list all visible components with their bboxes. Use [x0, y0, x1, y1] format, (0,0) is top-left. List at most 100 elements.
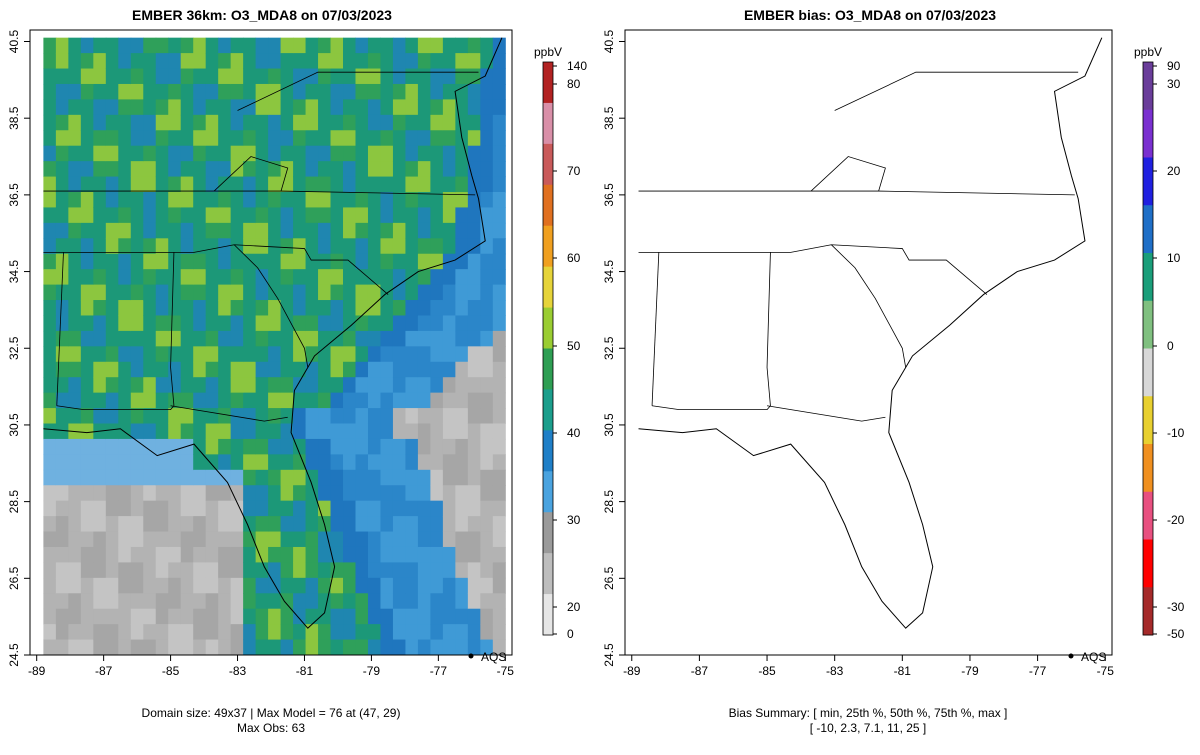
model-cell: [130, 361, 144, 378]
model-cell: [168, 531, 182, 548]
model-cell: [442, 37, 456, 54]
model-cell: [367, 222, 381, 239]
model-cell: [417, 68, 431, 85]
model-cell: [380, 546, 394, 563]
model-cell: [130, 145, 144, 162]
model-cell: [230, 192, 244, 208]
model-cell: [467, 500, 481, 517]
model-cell: [43, 315, 57, 332]
model-cell: [392, 176, 406, 193]
colorbar-tick-label: 90: [1167, 59, 1181, 73]
model-cell: [43, 361, 57, 378]
model-cell: [68, 438, 82, 455]
model-cell: [455, 176, 469, 193]
model-cell: [168, 408, 182, 425]
model-cell: [430, 423, 444, 440]
model-cell: [43, 639, 57, 656]
model-cell: [492, 176, 506, 193]
model-cell: [68, 454, 82, 471]
model-cell: [230, 130, 244, 147]
model-cell: [455, 423, 469, 440]
model-cell: [68, 392, 82, 409]
model-cell: [442, 315, 456, 332]
model-cell: [205, 37, 219, 54]
model-cell: [68, 53, 82, 70]
model-cell: [80, 608, 94, 625]
model-cell: [492, 639, 506, 656]
model-cell: [168, 68, 182, 85]
model-cell: [455, 238, 469, 255]
model-cell: [480, 485, 494, 502]
model-cell: [143, 99, 157, 116]
colorbar-tick-label: 50: [567, 339, 581, 353]
model-cell: [380, 485, 394, 502]
state-border: [638, 190, 1075, 196]
model-cell: [230, 361, 244, 378]
model-cell: [43, 207, 57, 224]
model-cell: [467, 639, 481, 656]
model-cell: [43, 408, 57, 425]
colorbar-tick-label: 30: [567, 513, 581, 527]
model-cell: [193, 269, 207, 286]
x-tick-label: -87: [95, 664, 113, 678]
model-cell: [417, 546, 431, 563]
model-cell: [168, 192, 182, 208]
model-cell: [243, 222, 257, 239]
model-cell: [230, 99, 244, 116]
colorbar-tick-label: 70: [567, 164, 581, 178]
model-cell: [305, 192, 319, 208]
model-cell: [243, 114, 257, 131]
colorbar-segment: [1143, 205, 1153, 254]
model-cell: [80, 392, 94, 409]
model-cell: [455, 269, 469, 286]
model-cell: [430, 192, 444, 208]
model-cell: [255, 284, 269, 301]
model-cell: [492, 222, 506, 239]
model-cell: [467, 130, 481, 147]
model-cell: [367, 531, 381, 548]
model-cell: [105, 99, 119, 116]
model-cell: [480, 130, 494, 147]
model-cell: [255, 454, 269, 471]
model-cell: [268, 516, 282, 533]
model-cell: [218, 346, 232, 363]
model-cell: [480, 500, 494, 517]
model-cell: [55, 392, 69, 409]
model-cell: [480, 593, 494, 610]
model-cell: [417, 438, 431, 455]
colorbar-segment: [1143, 253, 1153, 302]
model-cell: [230, 37, 244, 54]
model-cell: [55, 238, 69, 255]
model-cell: [80, 37, 94, 54]
model-cell: [343, 37, 356, 54]
model-cell: [155, 361, 169, 378]
model-cell: [367, 83, 381, 100]
model-cell: [442, 83, 456, 100]
model-cell: [367, 330, 381, 347]
model-cell: [180, 176, 194, 193]
model-cell: [255, 161, 269, 178]
model-cell: [430, 469, 444, 486]
model-cell: [218, 176, 232, 193]
model-cell: [367, 346, 381, 363]
colorbar-segment: [1143, 587, 1153, 636]
model-cell: [243, 531, 257, 548]
state-border: [831, 244, 907, 368]
model-cell: [355, 639, 369, 656]
state-border: [834, 71, 1079, 111]
model-cell: [218, 423, 232, 440]
colorbar-segment: [543, 430, 553, 472]
model-cell: [80, 192, 94, 208]
model-cell: [355, 269, 369, 286]
model-cell: [318, 593, 332, 610]
model-cell: [255, 593, 269, 610]
model-cell: [467, 577, 481, 594]
model-cell: [255, 438, 269, 455]
model-cell: [355, 238, 369, 255]
y-tick-label: 26.5: [7, 566, 21, 590]
model-cell: [180, 315, 194, 332]
model-cell: [243, 130, 257, 147]
model-cell: [180, 68, 194, 85]
model-cell: [255, 99, 269, 116]
model-cell: [392, 68, 406, 85]
